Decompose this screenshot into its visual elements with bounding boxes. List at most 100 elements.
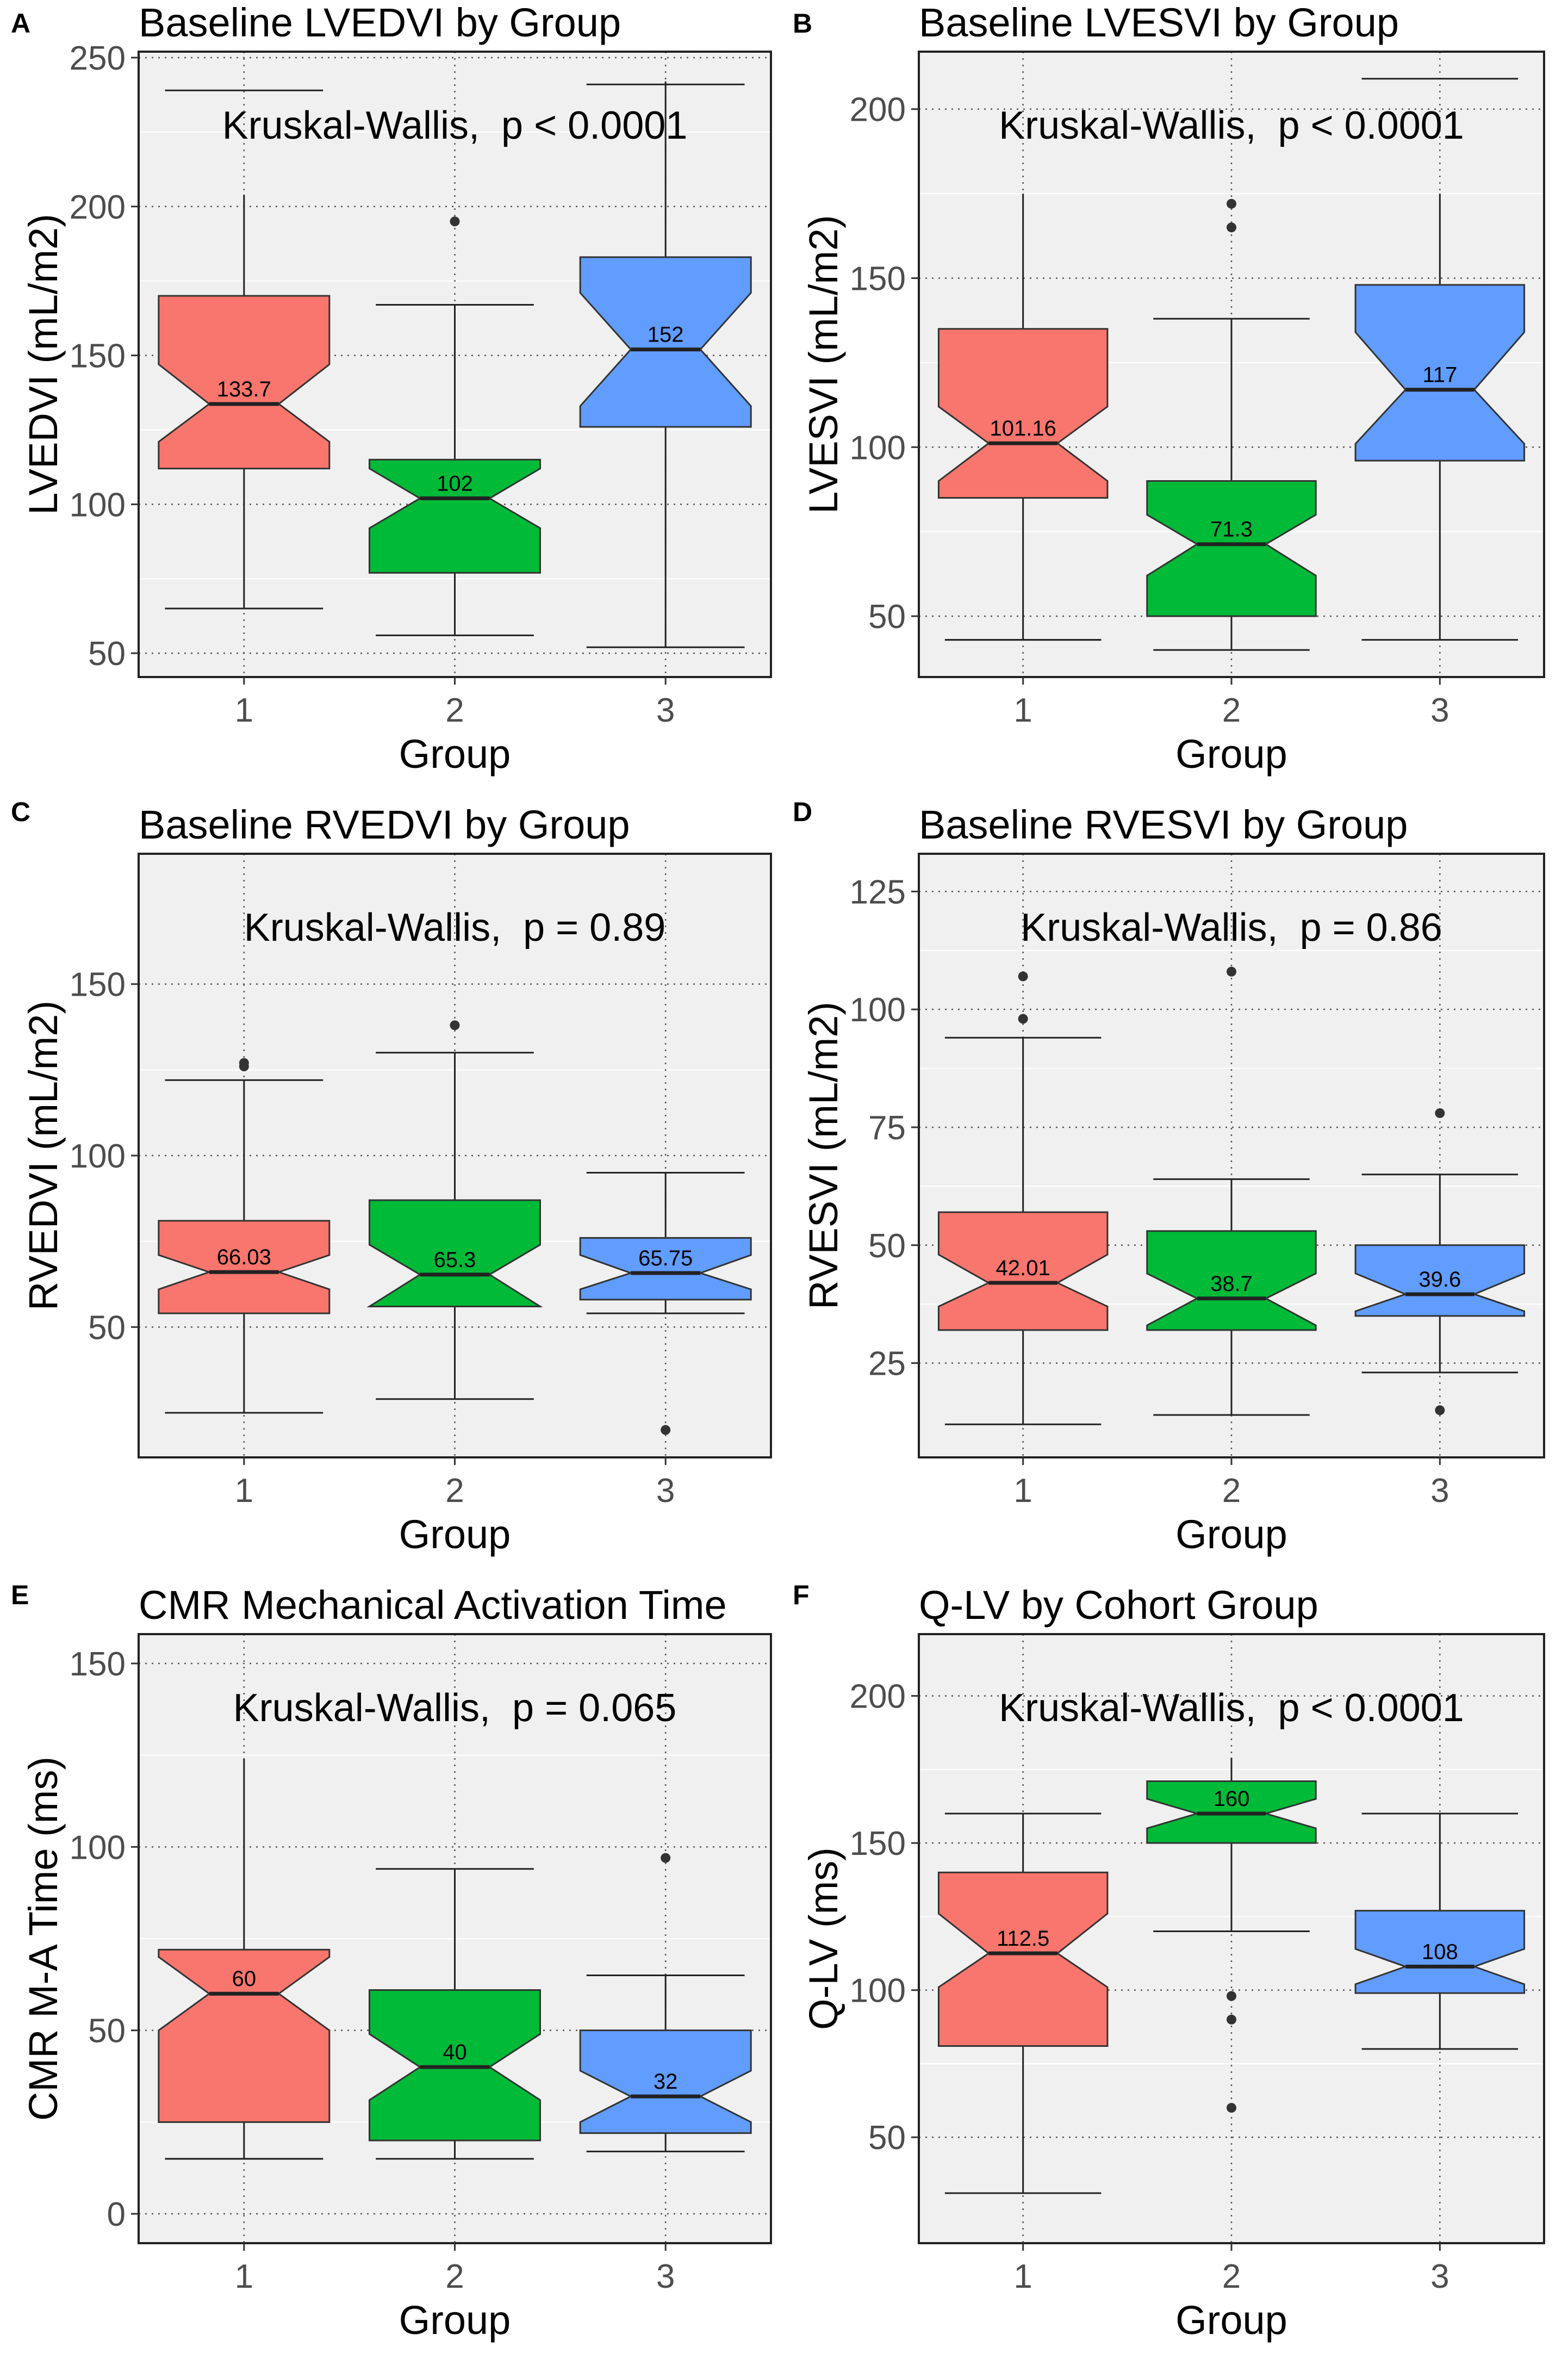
outlier-point <box>1018 1014 1028 1024</box>
x-tick-label: 1 <box>1013 2258 1032 2295</box>
kruskal-wallis-annotation: Kruskal-Wallis, p = 0.89 <box>244 906 666 949</box>
box-group-3 <box>1354 284 1526 462</box>
x-tick-label: 3 <box>656 692 675 729</box>
box-group-2 <box>368 458 542 574</box>
box-group-3 <box>579 2029 752 2134</box>
y-tick-label: 100 <box>70 1829 126 1866</box>
y-tick-label: 200 <box>70 189 126 226</box>
y-tick-label: 125 <box>850 873 906 911</box>
box-group-3 <box>1354 1244 1526 1317</box>
median-label: 65.75 <box>638 1246 693 1270</box>
y-tick-label: 150 <box>850 260 906 297</box>
x-axis-title: Group <box>399 1512 511 1557</box>
outlier-point <box>1227 198 1236 209</box>
box-group-1 <box>158 295 331 470</box>
box-group-1 <box>158 1948 331 2123</box>
panel-letter: C <box>11 797 30 827</box>
panel-letter: A <box>11 8 30 39</box>
x-tick-label: 1 <box>1013 692 1032 729</box>
panel-title: Baseline RVESVI by Group <box>919 802 1408 847</box>
outlier-point <box>1227 222 1236 233</box>
y-tick-label: 100 <box>850 429 906 467</box>
outlier-point <box>1435 1405 1445 1416</box>
box-group-1 <box>937 328 1109 499</box>
median-label: 112.5 <box>997 1927 1049 1951</box>
median-label: 42.01 <box>996 1256 1050 1280</box>
kruskal-wallis-annotation: Kruskal-Wallis, p = 0.86 <box>1021 906 1442 949</box>
x-tick-label: 2 <box>445 2258 464 2295</box>
kruskal-wallis-annotation: Kruskal-Wallis, p < 0.0001 <box>222 104 688 147</box>
median-label: 117 <box>1422 363 1457 387</box>
y-tick-label: 100 <box>70 1138 126 1175</box>
box-group-3 <box>579 256 752 428</box>
outlier-point <box>661 1425 671 1435</box>
y-tick-label: 75 <box>868 1109 906 1147</box>
kruskal-wallis-annotation: Kruskal-Wallis, p < 0.0001 <box>999 1686 1464 1730</box>
y-tick-label: 50 <box>868 2119 906 2157</box>
y-tick-label: 50 <box>88 2013 126 2050</box>
x-tick-label: 1 <box>235 2258 253 2295</box>
y-tick-label: 50 <box>868 598 906 636</box>
y-tick-label: 150 <box>70 1646 126 1683</box>
median-label: 66.03 <box>217 1245 271 1269</box>
y-tick-label: 150 <box>850 1825 906 1863</box>
box-group-2 <box>1146 480 1317 617</box>
median-label: 133.7 <box>217 377 271 401</box>
x-tick-label: 3 <box>1430 692 1449 729</box>
y-axis-title: RVEDVI (mL/m2) <box>21 1001 66 1311</box>
panel-b: 101.16 71.3 117 50 100 150 200 1 2 3 Group LVESVI (… <box>793 0 1545 777</box>
panel-letter: F <box>793 1580 810 1610</box>
x-axis-title: Group <box>1175 2298 1287 2343</box>
x-tick-label: 2 <box>1222 1472 1241 1510</box>
box-group-2 <box>1146 1230 1317 1331</box>
panel-title: Baseline LVESVI by Group <box>919 0 1399 45</box>
median-label: 40 <box>443 2040 467 2064</box>
box-group-1 <box>158 1220 331 1314</box>
y-tick-label: 150 <box>70 966 126 1004</box>
median-label: 101.16 <box>990 417 1056 440</box>
outlier-point <box>1227 966 1236 977</box>
y-tick-label: 250 <box>70 40 126 77</box>
y-tick-label: 0 <box>107 2196 126 2233</box>
x-tick-label: 2 <box>1222 2258 1241 2295</box>
x-tick-label: 2 <box>445 1472 464 1510</box>
outlier-point <box>661 1853 671 1863</box>
y-tick-label: 100 <box>850 991 906 1029</box>
outlier-point <box>1435 1108 1445 1118</box>
outlier-point <box>1227 2103 1236 2113</box>
panel-letter: B <box>793 8 812 39</box>
y-tick-label: 200 <box>850 1678 906 1716</box>
y-axis-title: Q-LV (ms) <box>801 1847 846 2030</box>
x-tick-label: 2 <box>445 692 464 729</box>
panel-title: Q-LV by Cohort Group <box>919 1582 1318 1628</box>
panel-title: Baseline LVEDVI by Group <box>139 0 621 45</box>
x-tick-label: 3 <box>1430 1472 1449 1510</box>
outlier-point <box>239 1058 249 1068</box>
median-label: 71.3 <box>1210 518 1253 542</box>
median-label: 152 <box>648 323 684 347</box>
x-tick-label: 2 <box>1222 692 1241 729</box>
x-tick-label: 1 <box>235 692 253 729</box>
box-group-2 <box>366 1199 543 1307</box>
y-tick-label: 200 <box>850 91 906 129</box>
panel-d: 42.01 38.7 39.6 25 50 75 100 125 1 2 3 Group RVESVI … <box>793 797 1545 1557</box>
y-axis-title: CMR M-A Time (ms) <box>21 1756 66 2121</box>
outlier-point <box>1227 1991 1236 2001</box>
panel-c: 66.03 65.3 65.75 50 100 150 1 2 3 Group RVEDVI (mL… <box>11 797 772 1557</box>
y-axis-title: RVESVI (mL/m2) <box>801 1002 846 1309</box>
x-tick-label: 1 <box>1013 1472 1032 1510</box>
panel-a: 133.7 102 152 50 100 150 200 250 1 2 3 Group LVEDVI … <box>11 0 772 777</box>
panel-f: 112.5 160 108 50 100 150 200 1 2 3 Group Q-LV (ms) Q… <box>793 1580 1545 2343</box>
y-tick-label: 50 <box>88 1309 126 1346</box>
median-label: 65.3 <box>434 1248 476 1272</box>
box-group-1 <box>937 1871 1109 2047</box>
panel-title: Baseline RVEDVI by Group <box>139 802 630 847</box>
median-label: 108 <box>1422 1940 1458 1964</box>
x-axis-title: Group <box>399 2298 511 2343</box>
kruskal-wallis-annotation: Kruskal-Wallis, p = 0.065 <box>233 1686 677 1730</box>
x-axis-title: Group <box>399 731 511 777</box>
y-tick-label: 50 <box>868 1227 906 1265</box>
y-tick-label: 25 <box>868 1345 906 1383</box>
box-group-1 <box>937 1211 1109 1331</box>
